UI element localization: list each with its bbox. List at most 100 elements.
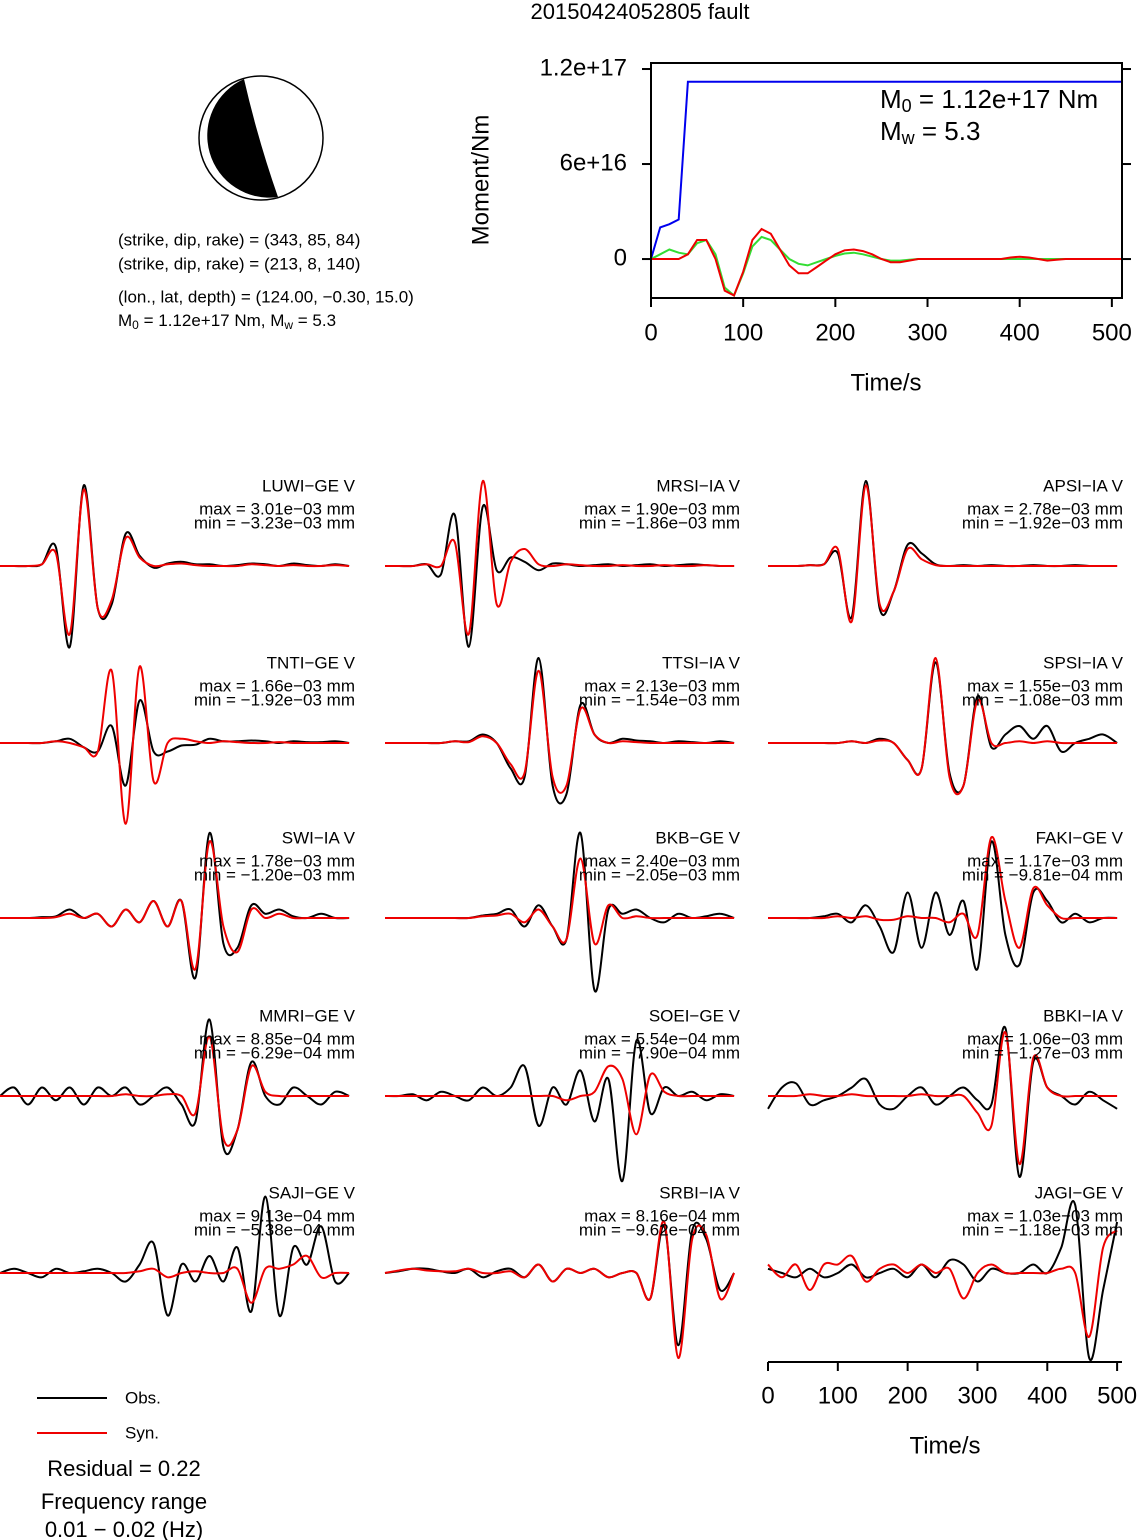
plot-frame (650, 62, 1123, 299)
max-label: max = 5.54e−04 mm (584, 1029, 740, 1048)
syn-trace (0, 1035, 350, 1147)
station-label: TTSI−IA V (662, 653, 741, 672)
min-label: min = −6.29e−04 mm (194, 1043, 355, 1062)
min-label: min = −1.92e−03 mm (194, 690, 355, 709)
text-part: M (118, 311, 132, 330)
title: 20150424052805 fault (531, 0, 750, 24)
x-tick-label: 200 (888, 1382, 928, 1409)
max-label: max = 1.03e−03 mm (967, 1206, 1123, 1225)
station-label: APSI−IA V (1043, 476, 1124, 495)
syn-trace (384, 1220, 736, 1360)
syn-trace (384, 1064, 735, 1136)
syn-trace (0, 1254, 350, 1304)
obs-trace (768, 840, 1118, 971)
syn-trace (0, 488, 350, 636)
station-label: SAJI−GE V (269, 1183, 356, 1202)
station-label: SPSI−IA V (1043, 653, 1124, 672)
max-label: max = 8.16e−04 mm (584, 1206, 740, 1225)
min-label: min = −1.20e−03 mm (194, 865, 355, 884)
obs-trace (384, 1038, 735, 1183)
location-line: (lon., lat, depth) = (124.00, −0.30, 15.… (118, 287, 414, 306)
syn-trace (385, 669, 735, 794)
legend-label: Obs. (125, 1388, 161, 1407)
x-tick-label: 100 (723, 319, 763, 346)
x-axis-label: Time/s (909, 1432, 980, 1459)
station-label: SWI−IA V (282, 828, 356, 847)
max-label: max = 3.01e−03 mm (199, 499, 355, 518)
max-label: max = 1.78e−03 mm (199, 851, 355, 870)
moment-line (650, 80, 1122, 260)
syn-trace (384, 479, 735, 636)
min-label: min = −1.27e−03 mm (962, 1043, 1123, 1062)
text-part: = 1.12e+17 Nm, M (139, 311, 285, 330)
x-tick-label: 500 (1092, 319, 1132, 346)
syn-trace (0, 840, 350, 971)
max-label: max = 1.06e−03 mm (967, 1029, 1123, 1048)
syn-trace (767, 1031, 1118, 1166)
syn-trace (768, 656, 1118, 796)
moment-line (650, 235, 1122, 298)
max-label: max = 2.40e−03 mm (584, 851, 740, 870)
y-axis-label: Moment/Nm (467, 115, 494, 246)
station-label: MMRI−GE V (259, 1006, 356, 1025)
legend-label: Syn. (125, 1423, 159, 1442)
station-label: TNTI−GE V (267, 653, 356, 672)
y-tick-label: 1.2e+17 (540, 54, 627, 81)
syn-trace (768, 836, 1118, 949)
moment-line: M0 = 1.12e+17 Nm, Mw = 5.3 (118, 311, 336, 332)
focal-line: (strike, dip, rake) = (213, 8, 140) (118, 254, 360, 273)
min-label: min = −5.38e−04 mm (194, 1220, 355, 1239)
y-tick-label: 0 (614, 244, 627, 271)
min-label: min = −9.62e−04 mm (579, 1220, 740, 1239)
syn-trace (767, 1229, 1118, 1338)
min-label: min = −2.05e−03 mm (579, 865, 740, 884)
x-tick-label: 400 (1027, 1382, 1067, 1409)
x-tick-label: 500 (1097, 1382, 1137, 1409)
min-label: min = −1.86e−03 mm (579, 513, 740, 532)
beachball (198, 75, 324, 201)
syn-trace (767, 484, 1118, 624)
station-label: LUWI−GE V (262, 476, 356, 495)
station-label: MRSI−IA V (656, 476, 740, 495)
max-label: max = 1.55e−03 mm (967, 676, 1123, 695)
min-label: min = −1.54e−03 mm (579, 690, 740, 709)
max-label: max = 2.78e−03 mm (967, 499, 1123, 518)
text-part: M (880, 84, 902, 114)
max-label: max = 9.13e−04 mm (199, 1206, 355, 1225)
min-label: min = −1.08e−03 mm (962, 690, 1123, 709)
station-label: FAKI−GE V (1036, 828, 1124, 847)
text-part: = 1.12e+17 Nm (912, 84, 1098, 114)
residual: Residual = 0.22 (47, 1456, 201, 1481)
x-tick-label: 400 (1000, 319, 1040, 346)
focal-line: (strike, dip, rake) = (343, 85, 84) (118, 230, 360, 249)
annotation: M0 = 1.12e+17 Nm (880, 84, 1098, 116)
max-label: max = 2.13e−03 mm (584, 676, 740, 695)
station-label: BBKI−IA V (1043, 1006, 1124, 1025)
station-label: JAGI−GE V (1035, 1183, 1124, 1202)
x-tick-label: 300 (907, 319, 947, 346)
subscript: 0 (132, 318, 139, 332)
y-tick-label: 6e+16 (560, 149, 627, 176)
obs-trace (0, 1018, 350, 1156)
min-label: min = −3.23e−03 mm (194, 513, 355, 532)
subscript: 0 (902, 96, 912, 116)
subscript: w (283, 318, 293, 332)
x-tick-label: 300 (957, 1382, 997, 1409)
obs-trace (384, 1221, 735, 1347)
station-label: SRBI−IA V (659, 1183, 740, 1202)
x-tick-label: 0 (761, 1382, 774, 1409)
text-part: = 5.3 (915, 116, 981, 146)
syn-trace (385, 857, 735, 946)
text-part: M (880, 116, 902, 146)
x-tick-label: 0 (644, 319, 657, 346)
max-label: max = 8.85e−04 mm (199, 1029, 355, 1048)
moment-line (651, 227, 1122, 297)
station-label: SOEI−GE V (649, 1006, 741, 1025)
x-axis-label: Time/s (850, 369, 921, 396)
freq-range: 0.01 − 0.02 (Hz) (45, 1517, 203, 1540)
annotation: Mw = 5.3 (880, 116, 980, 148)
x-tick-label: 100 (818, 1382, 858, 1409)
min-label: min = −1.18e−03 mm (962, 1220, 1123, 1239)
station-label: BKB−GE V (655, 828, 740, 847)
